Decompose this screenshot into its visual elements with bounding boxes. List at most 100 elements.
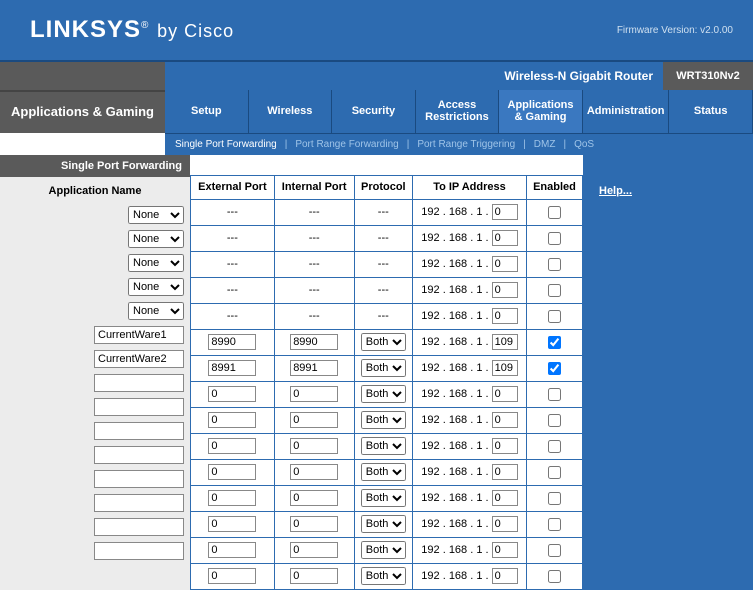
- help-link[interactable]: Help...: [599, 185, 632, 197]
- internal-port-input[interactable]: [290, 386, 338, 402]
- appname-select[interactable]: None: [128, 230, 184, 248]
- internal-port-input[interactable]: [290, 490, 338, 506]
- ip-last-octet[interactable]: [492, 282, 518, 298]
- ip-last-octet[interactable]: [492, 360, 518, 376]
- appname-input[interactable]: [94, 446, 184, 464]
- appname-select[interactable]: None: [128, 278, 184, 296]
- cell-enabled: [526, 225, 582, 251]
- enabled-checkbox[interactable]: [548, 466, 561, 479]
- enabled-checkbox[interactable]: [548, 518, 561, 531]
- enabled-checkbox[interactable]: [548, 440, 561, 453]
- ip-last-octet[interactable]: [492, 204, 518, 220]
- subnav-port-range-forwarding[interactable]: Port Range Forwarding: [295, 139, 398, 150]
- cell-enabled: [526, 355, 582, 381]
- appname-input[interactable]: [94, 326, 184, 344]
- tab-status[interactable]: Status: [669, 90, 753, 133]
- enabled-checkbox[interactable]: [548, 492, 561, 505]
- internal-port-input[interactable]: [290, 516, 338, 532]
- external-port-input[interactable]: [208, 334, 256, 350]
- internal-port-input[interactable]: [290, 438, 338, 454]
- subnav-separator: |: [285, 139, 288, 150]
- appname-input[interactable]: [94, 494, 184, 512]
- cell-ip: 192 . 168 . 1 .: [413, 563, 527, 589]
- internal-port-input[interactable]: [290, 412, 338, 428]
- external-port-input[interactable]: [208, 516, 256, 532]
- sub-nav: Single Port Forwarding | Port Range Forwar…: [165, 133, 753, 155]
- enabled-checkbox[interactable]: [548, 544, 561, 557]
- appname-input[interactable]: [94, 518, 184, 536]
- enabled-checkbox[interactable]: [548, 570, 561, 583]
- tab-setup[interactable]: Setup: [165, 90, 249, 133]
- external-port-input[interactable]: [208, 386, 256, 402]
- enabled-checkbox[interactable]: [548, 388, 561, 401]
- protocol-select[interactable]: Both: [361, 541, 406, 559]
- internal-port-input[interactable]: [290, 360, 338, 376]
- enabled-checkbox[interactable]: [548, 414, 561, 427]
- protocol-select[interactable]: Both: [361, 489, 406, 507]
- external-port-input[interactable]: [208, 490, 256, 506]
- internal-port-input[interactable]: [290, 568, 338, 584]
- enabled-checkbox[interactable]: [548, 258, 561, 271]
- protocol-select[interactable]: Both: [361, 437, 406, 455]
- enabled-checkbox[interactable]: [548, 336, 561, 349]
- ip-last-octet[interactable]: [492, 490, 518, 506]
- protocol-select[interactable]: Both: [361, 515, 406, 533]
- enabled-checkbox[interactable]: [548, 232, 561, 245]
- ip-last-octet[interactable]: [492, 230, 518, 246]
- tab-administration[interactable]: Administration: [583, 90, 670, 133]
- ip-last-octet[interactable]: [492, 568, 518, 584]
- cell-enabled: [526, 433, 582, 459]
- subnav-single-port-forwarding[interactable]: Single Port Forwarding: [175, 139, 277, 150]
- appname-input[interactable]: [94, 422, 184, 440]
- appname-input[interactable]: [94, 398, 184, 416]
- enabled-checkbox[interactable]: [548, 284, 561, 297]
- external-port-input[interactable]: [208, 360, 256, 376]
- protocol-select[interactable]: Both: [361, 411, 406, 429]
- subnav-qos[interactable]: QoS: [574, 139, 594, 150]
- appname-input[interactable]: [94, 374, 184, 392]
- tab-applications-gaming[interactable]: Applications & Gaming: [499, 90, 583, 133]
- protocol-select[interactable]: Both: [361, 385, 406, 403]
- tab-security[interactable]: Security: [332, 90, 416, 133]
- enabled-checkbox[interactable]: [548, 310, 561, 323]
- ip-last-octet[interactable]: [492, 542, 518, 558]
- ip-last-octet[interactable]: [492, 412, 518, 428]
- subnav-port-range-triggering[interactable]: Port Range Triggering: [417, 139, 515, 150]
- appname-select[interactable]: None: [128, 302, 184, 320]
- cell-int: [274, 563, 354, 589]
- table-row: Both192 . 168 . 1 .: [191, 511, 583, 537]
- external-port-input[interactable]: [208, 464, 256, 480]
- internal-port-input[interactable]: [290, 464, 338, 480]
- subnav-separator: |: [563, 139, 566, 150]
- external-port-input[interactable]: [208, 438, 256, 454]
- ip-last-octet[interactable]: [492, 334, 518, 350]
- appname-preset-row: None: [0, 275, 190, 299]
- appname-input[interactable]: [94, 470, 184, 488]
- tab-access-restrictions[interactable]: Access Restrictions: [416, 90, 500, 133]
- cell-enabled: [526, 251, 582, 277]
- external-port-input[interactable]: [208, 412, 256, 428]
- ip-last-octet[interactable]: [492, 308, 518, 324]
- cell-ip: 192 . 168 . 1 .: [413, 381, 527, 407]
- ip-last-octet[interactable]: [492, 516, 518, 532]
- internal-port-input[interactable]: [290, 334, 338, 350]
- internal-port-input[interactable]: [290, 542, 338, 558]
- ip-last-octet[interactable]: [492, 438, 518, 454]
- enabled-checkbox[interactable]: [548, 206, 561, 219]
- appname-select[interactable]: None: [128, 254, 184, 272]
- appname-select[interactable]: None: [128, 206, 184, 224]
- appname-input[interactable]: [94, 542, 184, 560]
- tab-wireless[interactable]: Wireless: [249, 90, 333, 133]
- ip-last-octet[interactable]: [492, 256, 518, 272]
- external-port-input[interactable]: [208, 568, 256, 584]
- ip-last-octet[interactable]: [492, 386, 518, 402]
- protocol-select[interactable]: Both: [361, 333, 406, 351]
- subnav-dmz[interactable]: DMZ: [534, 139, 556, 150]
- appname-input[interactable]: [94, 350, 184, 368]
- protocol-select[interactable]: Both: [361, 359, 406, 377]
- protocol-select[interactable]: Both: [361, 463, 406, 481]
- external-port-input[interactable]: [208, 542, 256, 558]
- enabled-checkbox[interactable]: [548, 362, 561, 375]
- ip-last-octet[interactable]: [492, 464, 518, 480]
- protocol-select[interactable]: Both: [361, 567, 406, 585]
